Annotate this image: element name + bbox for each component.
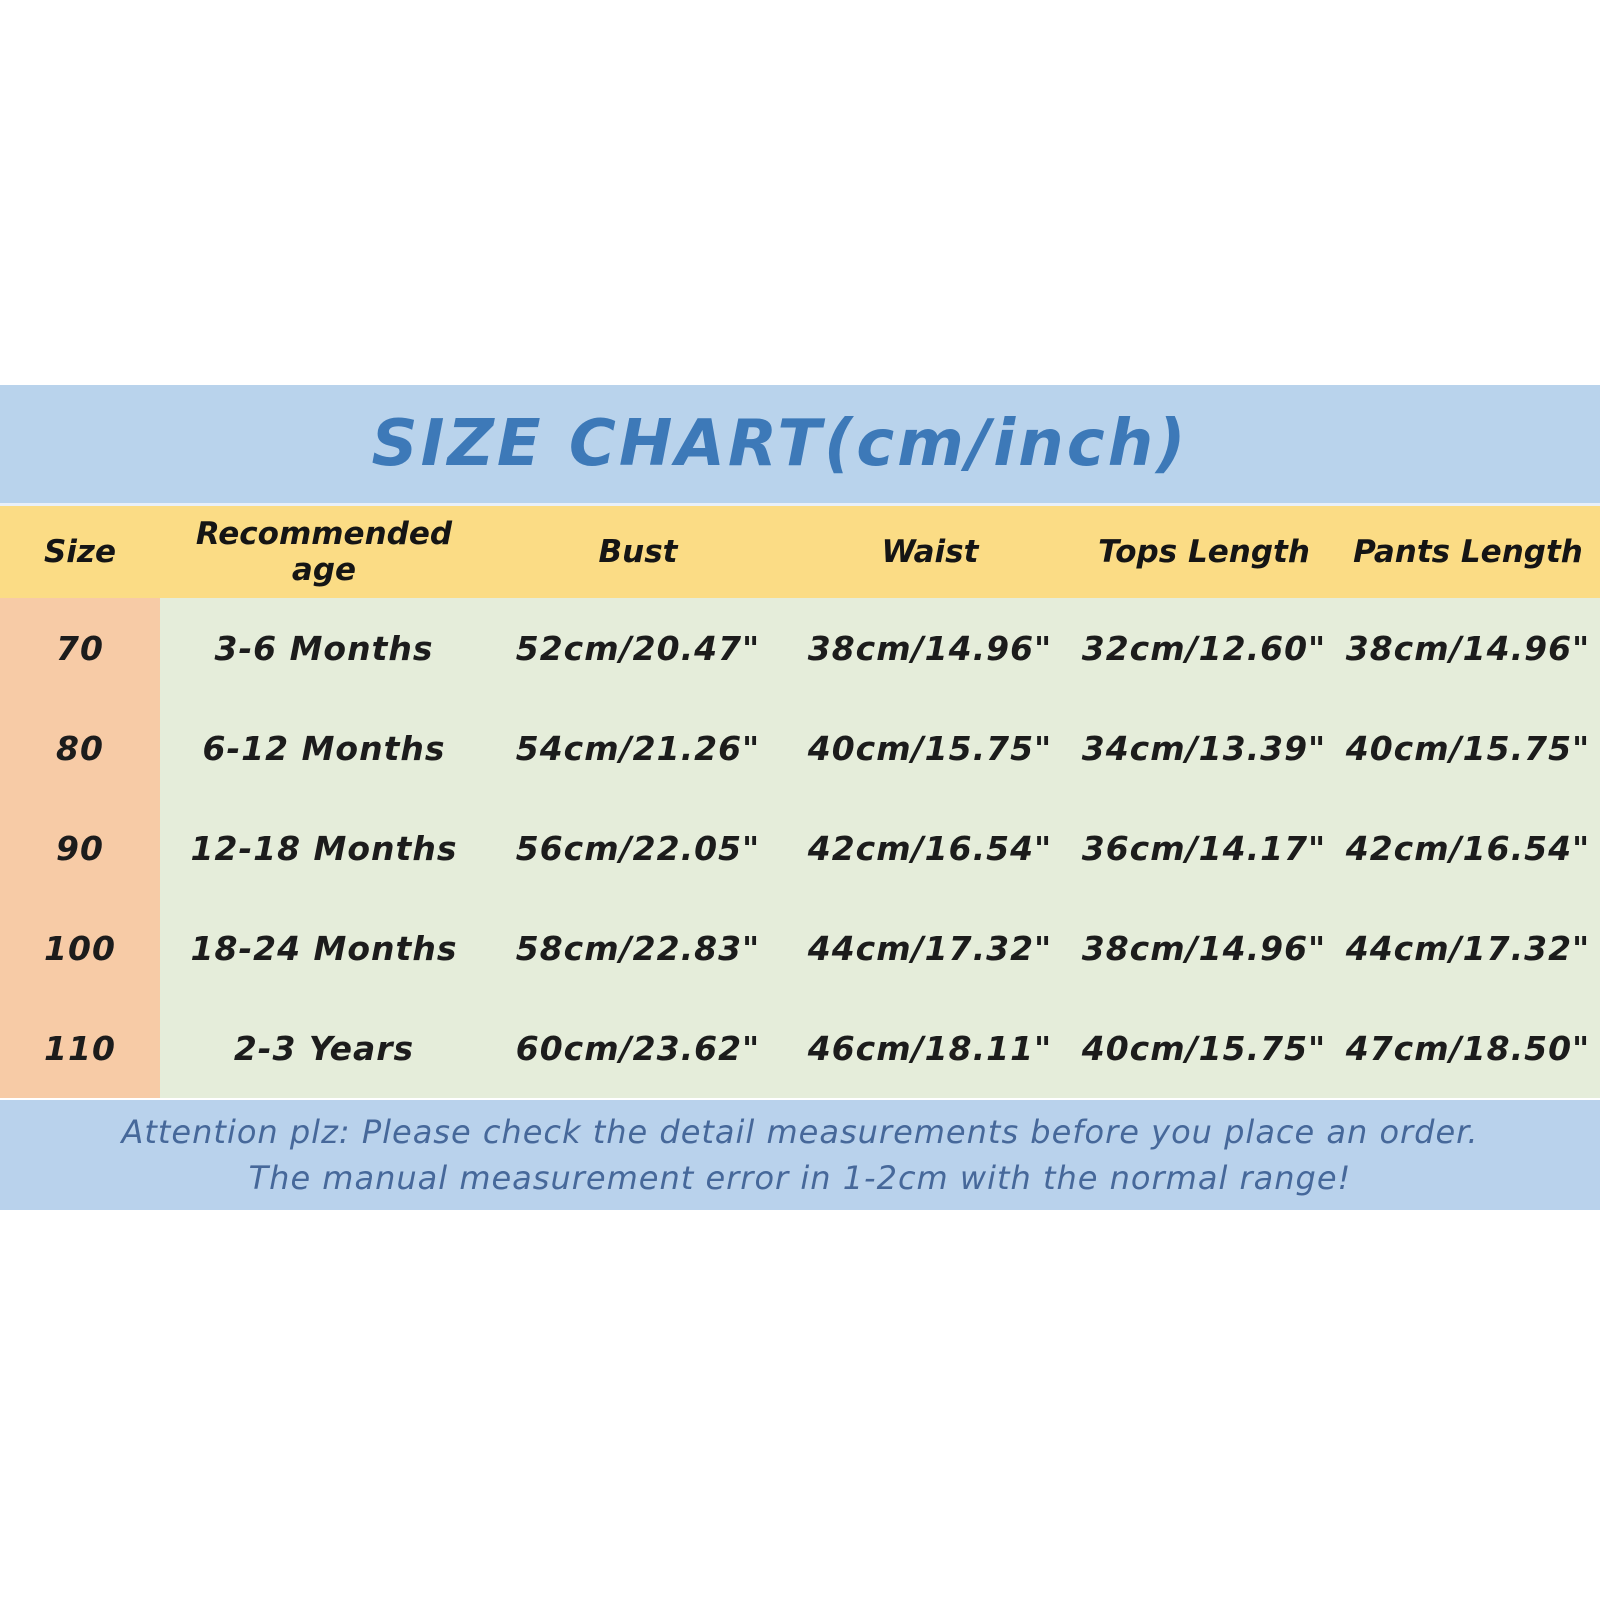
tops-length-cell: 38cm/14.96" [1072,898,1336,998]
size-cell: 110 [0,998,160,1098]
waist-cell: 38cm/14.96" [788,598,1072,698]
tops-length-cell: 32cm/12.60" [1072,598,1336,698]
tops-length-cell: 40cm/15.75" [1072,998,1336,1098]
tops-length-cell: 34cm/13.39" [1072,698,1336,798]
waist-cell: 42cm/16.54" [788,798,1072,898]
attention-note: Attention plz: Please check the detail m… [0,1100,1600,1210]
column-header-tops-length: Tops Length [1098,534,1310,570]
bust-cell: 54cm/21.26" [488,698,788,798]
recommended-age-cell: 2-3 Years [160,998,488,1098]
size-chart-panel: SIZE CHART(cm/inch) Size Recommended age… [0,385,1600,1210]
column-header-waist: Waist [881,534,979,570]
table-row: 110 2-3 Years 60cm/23.62" 46cm/18.11" 40… [0,998,1600,1098]
title-band: SIZE CHART(cm/inch) [0,385,1600,503]
column-header-size: Size [43,534,117,570]
size-cell: 80 [0,698,160,798]
table-header-row: Size Recommended age Bust Waist Tops Len… [0,503,1600,598]
column-header-bust: Bust [598,534,678,570]
recommended-age-cell: 3-6 Months [160,598,488,698]
size-cell: 90 [0,798,160,898]
waist-cell: 44cm/17.32" [788,898,1072,998]
table-row: 90 12-18 Months 56cm/22.05" 42cm/16.54" … [0,798,1600,898]
page-title: SIZE CHART(cm/inch) [371,407,1189,481]
table-row: 100 18-24 Months 58cm/22.83" 44cm/17.32"… [0,898,1600,998]
size-cell: 100 [0,898,160,998]
bust-cell: 60cm/23.62" [488,998,788,1098]
bust-cell: 52cm/20.47" [488,598,788,698]
table-row: 80 6-12 Months 54cm/21.26" 40cm/15.75" 3… [0,698,1600,798]
pants-length-cell: 38cm/14.96" [1336,598,1600,698]
pants-length-cell: 42cm/16.54" [1336,798,1600,898]
pants-length-cell: 44cm/17.32" [1336,898,1600,998]
waist-cell: 40cm/15.75" [788,698,1072,798]
tops-length-cell: 36cm/14.17" [1072,798,1336,898]
recommended-age-cell: 18-24 Months [160,898,488,998]
pants-length-cell: 47cm/18.50" [1336,998,1600,1098]
bust-cell: 58cm/22.83" [488,898,788,998]
attention-line-1: Attention plz: Please check the detail m… [121,1113,1479,1152]
attention-line-2: The manual measurement error in 1-2cm wi… [248,1158,1352,1197]
waist-cell: 46cm/18.11" [788,998,1072,1098]
recommended-age-cell: 12-18 Months [160,798,488,898]
table-row: 70 3-6 Months 52cm/20.47" 38cm/14.96" 32… [0,598,1600,698]
column-header-pants-length: Pants Length [1353,534,1583,570]
size-cell: 70 [0,598,160,698]
column-header-recommended-age: Recommended age [195,516,453,588]
recommended-age-cell: 6-12 Months [160,698,488,798]
bust-cell: 56cm/22.05" [488,798,788,898]
pants-length-cell: 40cm/15.75" [1336,698,1600,798]
